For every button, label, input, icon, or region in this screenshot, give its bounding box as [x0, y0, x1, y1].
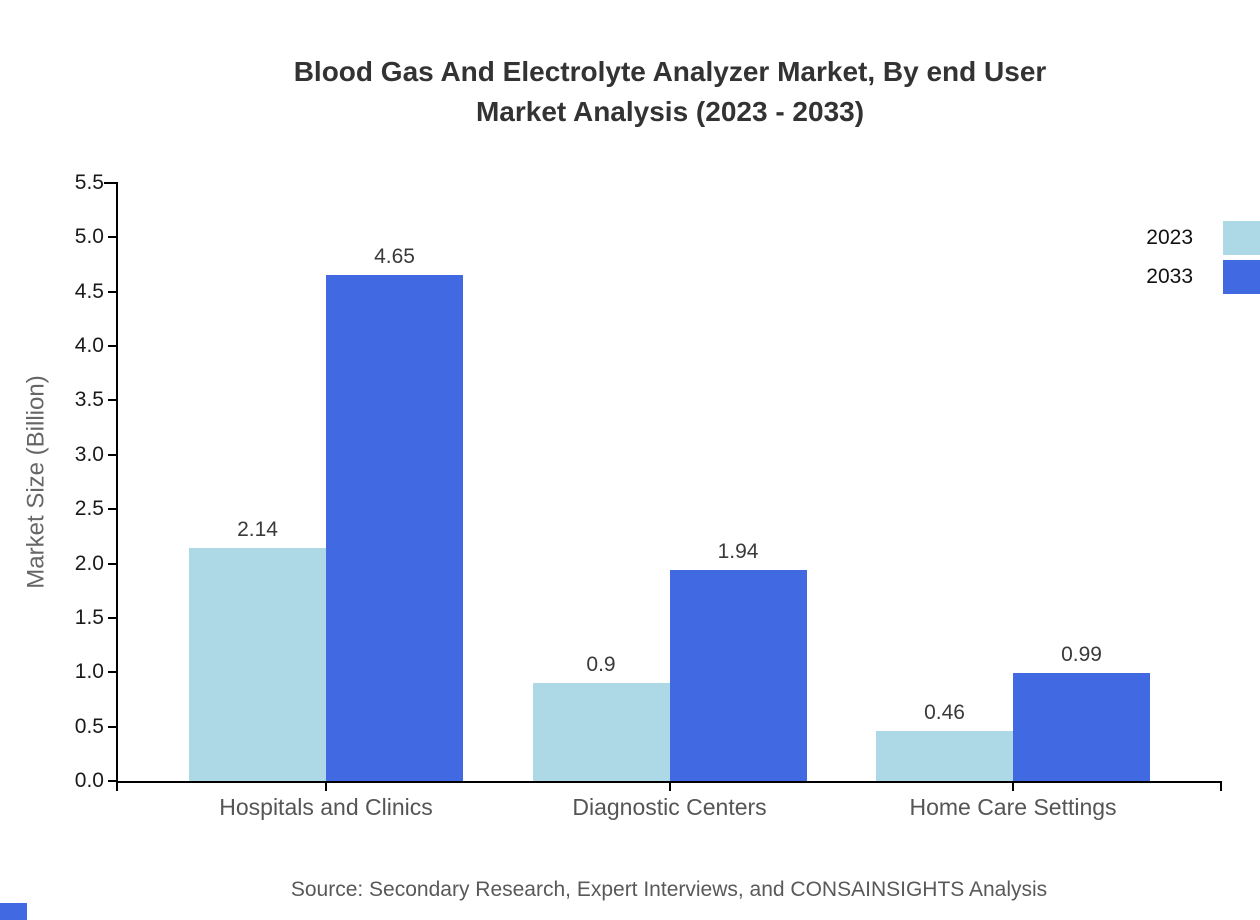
y-axis-title: Market Size (Billion) — [8, 183, 66, 781]
y-tick-mark — [104, 182, 118, 184]
chart-title: Blood Gas And Electrolyte Analyzer Marke… — [80, 52, 1260, 132]
y-tick-mark — [108, 671, 118, 674]
y-tick-label: 0.5 — [74, 714, 104, 738]
y-tick-label: 1.0 — [74, 660, 104, 684]
watermark-square — [0, 903, 27, 920]
y-tick-mark — [108, 290, 118, 293]
y-tick-mark — [108, 725, 118, 728]
y-tick-mark — [108, 399, 118, 402]
y-tick-label: 0.0 — [74, 769, 104, 792]
bar-2033-hospitals-and-clinics — [326, 275, 463, 781]
legend-swatch-2033 — [1223, 260, 1260, 294]
y-tick-mark — [108, 562, 118, 565]
value-label-2023-hospitals-and-clinics: 2.14 — [237, 518, 278, 542]
y-tick-mark — [108, 616, 118, 619]
y-tick-label: 2.0 — [74, 551, 104, 575]
bar-2033-diagnostic-centers — [669, 570, 807, 781]
category-label-diagnostic-centers: Diagnostic Centers — [572, 794, 767, 820]
x-tick-mark — [668, 783, 671, 791]
bar-2023-hospitals-and-clinics — [189, 548, 326, 781]
source-note: Source: Secondary Research, Expert Inter… — [290, 878, 1048, 901]
legend: 2023 2033 — [1146, 221, 1260, 299]
x-axis-end-tick — [1220, 781, 1222, 791]
legend-label-2033: 2033 — [1146, 265, 1193, 288]
bar-2023-home-care-settings — [876, 730, 1013, 781]
y-tick-label: 3.5 — [74, 388, 104, 412]
y-tick-mark — [108, 780, 118, 782]
x-tick-mark — [325, 783, 327, 791]
y-tick-mark — [108, 345, 118, 348]
bar-2023-diagnostic-centers — [532, 683, 670, 781]
y-tick-label: 1.5 — [74, 605, 104, 629]
x-tick-mark — [1012, 783, 1014, 791]
x-axis-line — [116, 781, 1222, 783]
legend-entry-2023: 2023 — [1146, 221, 1260, 255]
chart-title-line1: Blood Gas And Electrolyte Analyzer Marke… — [293, 56, 1047, 87]
value-label-2023-home-care-settings: 0.46 — [924, 700, 965, 724]
bar-2033-home-care-settings — [1013, 673, 1150, 781]
chart-title-line2: Market Analysis (2023 - 2033) — [475, 96, 865, 127]
legend-label-2023: 2023 — [1146, 226, 1193, 249]
category-label-hospitals-and-clinics: Hospitals and Clinics — [219, 794, 433, 820]
category-label-home-care-settings: Home Care Settings — [909, 794, 1117, 820]
y-tick-label: 4.5 — [74, 279, 104, 303]
y-tick-label: 5.0 — [74, 225, 104, 249]
y-tick-mark — [108, 508, 118, 511]
value-label-2033-diagnostic-centers: 1.94 — [717, 540, 759, 564]
y-tick-mark — [108, 236, 118, 239]
value-label-2023-diagnostic-centers: 0.9 — [586, 653, 616, 677]
y-tick-mark — [108, 453, 118, 456]
value-label-2033-home-care-settings: 0.99 — [1061, 643, 1102, 667]
y-tick-label: 3.0 — [74, 442, 104, 466]
legend-entry-2033: 2033 — [1146, 260, 1260, 294]
legend-swatch-2023 — [1223, 221, 1260, 255]
y-tick-label: 4.0 — [74, 334, 104, 358]
y-tick-label: 5.5 — [74, 171, 104, 194]
value-label-2033-hospitals-and-clinics: 4.65 — [374, 245, 415, 269]
y-tick-label: 2.5 — [74, 497, 104, 521]
y-axis-line — [116, 183, 118, 791]
